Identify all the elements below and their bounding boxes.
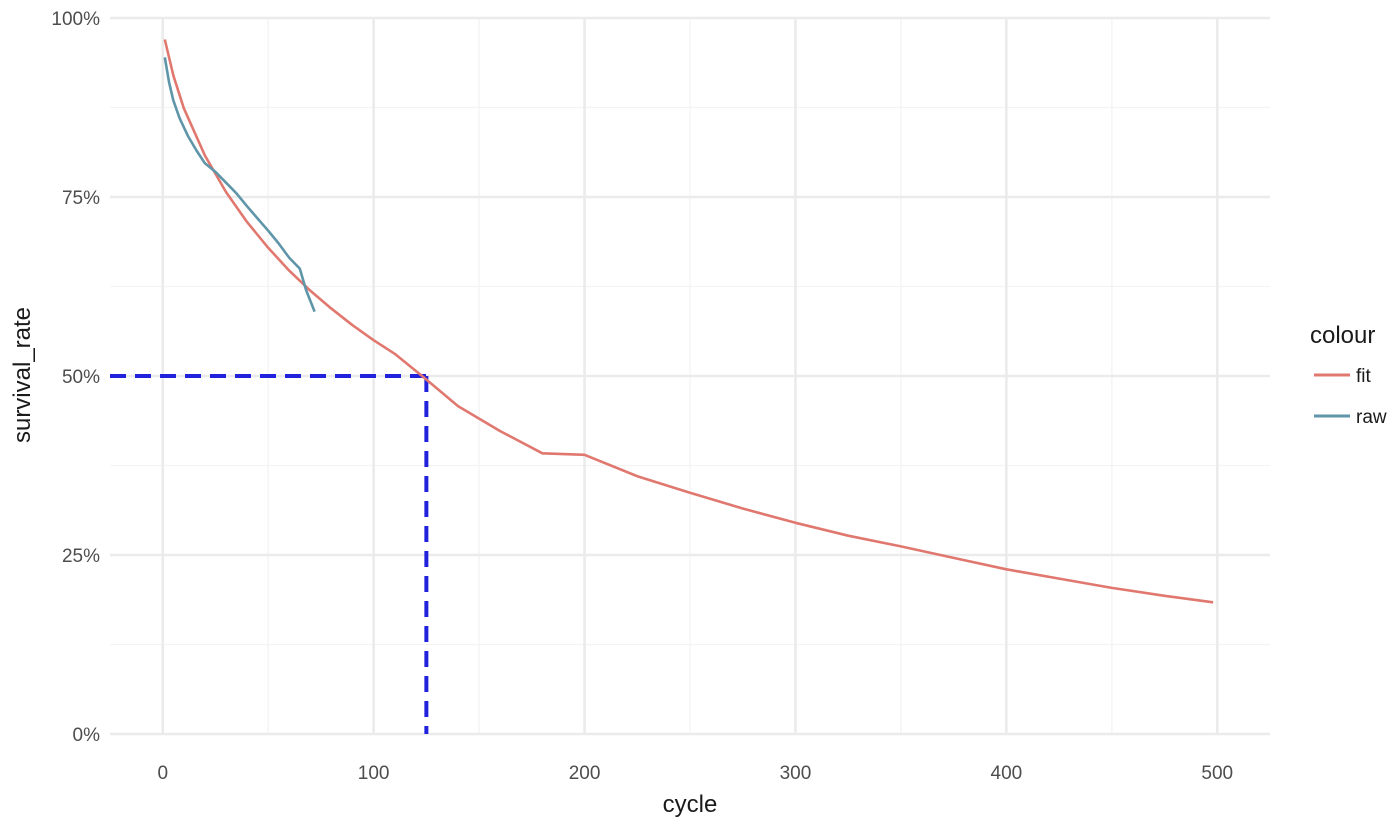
x-tick-label: 300 [780, 763, 812, 784]
x-tick-label: 200 [569, 763, 601, 784]
y-axis-title: survival_rate [9, 307, 36, 443]
reference-lines [110, 374, 429, 734]
y-tick-label: 0% [73, 725, 101, 746]
y-tick-label: 25% [62, 546, 100, 567]
legend-label-raw: raw [1356, 407, 1387, 428]
y-tick-label: 100% [51, 9, 100, 30]
series-lines [163, 39, 1214, 604]
x-tick-label: 400 [991, 763, 1023, 784]
legend-title: colour [1310, 322, 1375, 349]
x-axis-title: cycle [663, 791, 718, 818]
series-line-fit [163, 39, 1214, 604]
legend-label-fit: fit [1356, 366, 1372, 387]
y-tick-label: 75% [62, 188, 100, 209]
x-tick-label: 100 [358, 763, 390, 784]
y-tick-label: 50% [62, 367, 100, 388]
series-line-raw [163, 57, 316, 313]
tick-labels: 0 100 200 300 400 500 0% 25% 50% 75% 100% [51, 9, 1233, 784]
x-tick-label: 500 [1201, 763, 1233, 784]
legend: colour fit raw [1310, 322, 1387, 428]
grid [110, 16, 1270, 736]
x-tick-label: 0 [157, 763, 168, 784]
